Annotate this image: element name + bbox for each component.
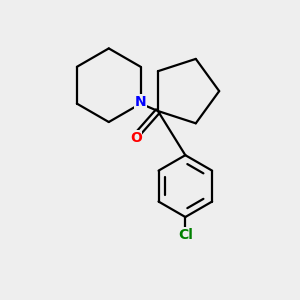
Text: O: O bbox=[130, 130, 142, 145]
Text: N: N bbox=[135, 95, 146, 109]
Text: Cl: Cl bbox=[178, 228, 193, 242]
